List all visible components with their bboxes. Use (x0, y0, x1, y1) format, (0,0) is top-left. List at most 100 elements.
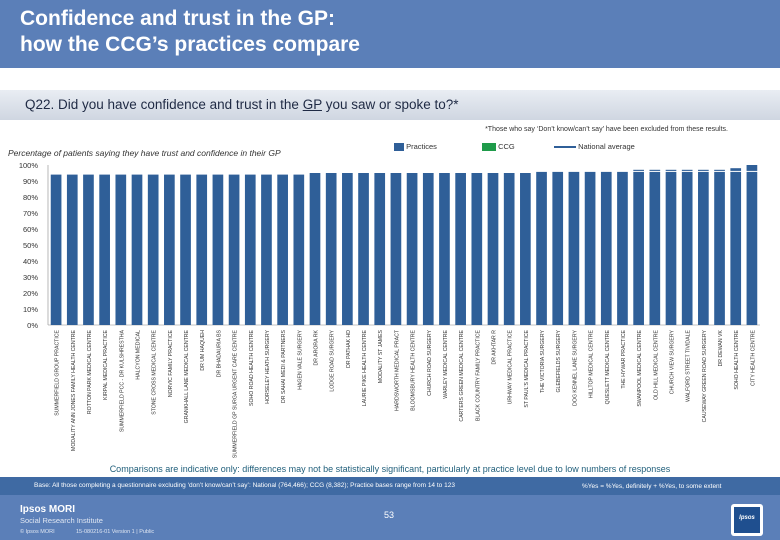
bar (164, 174, 175, 325)
bar (406, 173, 418, 325)
y-tick-label: 60% (23, 225, 38, 234)
exclusion-footnote: *Those who say ‘Don’t know/can’t say’ ha… (485, 126, 728, 133)
x-tick-label: HORSELEY HEATH SURGERY (265, 329, 271, 403)
bar (212, 174, 224, 325)
x-tick-label: SWANPOOL MEDICAL CENTRE (637, 329, 643, 406)
x-tick-label: DR UM HAQUEH (200, 330, 206, 371)
bar (568, 171, 580, 325)
bar (244, 174, 256, 325)
bar (633, 169, 644, 325)
question-underlined: GP (302, 97, 322, 112)
title-line-2: how the CCG’s practices compare (20, 33, 360, 56)
bar (147, 174, 159, 325)
x-tick-label: STONE CROSS MEDICAL CENTRE (152, 329, 158, 414)
legend-ccg: CCG (482, 142, 515, 152)
x-tick-label: OLD HILL MEDICAL CENTRE (653, 329, 659, 399)
base-bar: Base: All those completing a questionnai… (0, 477, 780, 495)
x-tick-label: NORVIC FAMILY PRACTICE (168, 329, 174, 397)
x-tick-label: URHWAY MEDICAL PRACTICE (508, 329, 514, 404)
x-tick-label: HAGEN VALE SURGERY (297, 329, 303, 389)
y-tick-label: 20% (23, 289, 38, 298)
x-tick-label: SOHO ROAD HEALTH CENTRE (249, 329, 255, 406)
x-tick-label: SUMMERFIELD GROUP PRACTICE (55, 329, 61, 415)
legend-ccg-swatch (482, 143, 496, 152)
bar (552, 171, 564, 325)
bar (228, 174, 240, 325)
legend-practices-swatch (394, 143, 404, 152)
x-tick-label: SUMMERFIELD PCC - DR KULSHRESTHA (119, 329, 125, 432)
y-tick-label: 90% (23, 177, 38, 186)
bar (374, 173, 386, 325)
x-tick-label: ST PAUL'S MEDICAL PRACTICE (524, 329, 530, 407)
bar (649, 169, 661, 325)
y-tick-label: 30% (23, 273, 38, 282)
x-tick-label: MODALITY ST JAMES (378, 329, 384, 383)
bar (698, 169, 709, 325)
x-tick-label: DR BHADAURIA BS (216, 329, 222, 377)
x-tick-label: DOG KENNEL LANE SURGERY (572, 329, 578, 405)
yes-definition: %Yes = %Yes, definitely + %Yes, to some … (582, 483, 722, 490)
bar (66, 174, 78, 325)
question-suffix: you saw or spoke to?* (321, 97, 459, 112)
x-tick-label: CHURCH VIEW SURGERY (670, 329, 676, 394)
x-tick-label: GLEBEFIELDS SURGERY (556, 329, 562, 392)
x-tick-label: THE HYWAR PRACTICE (621, 329, 627, 388)
y-tick-label: 0% (27, 321, 38, 330)
x-tick-label: HALCYON MEDICAL (136, 330, 142, 380)
y-tick-label: 70% (23, 209, 38, 218)
question-prefix: Q22. Did you have confidence and trust i… (25, 97, 303, 112)
brand-name: Ipsos MORI (20, 504, 76, 515)
bar (83, 174, 94, 325)
x-tick-label: BLACK COUNTRY FAMILY PRACTICE (475, 329, 481, 421)
x-tick-label: HILLTOP MEDICAL CENTRE (589, 329, 595, 398)
x-tick-label: SOHO HEALTH CENTRE (734, 329, 740, 389)
x-tick-label: MODALITY ANN JONES FAMILY HEALTH CENTRE (71, 329, 77, 451)
bar (714, 169, 725, 325)
bar (115, 174, 127, 325)
bar (439, 173, 450, 325)
x-tick-label: BLOOMSBURY HEALTH CENTRE (411, 329, 417, 410)
bar (196, 174, 208, 325)
page-title: Confidence and trust in the GP: how the … (20, 6, 620, 58)
bar (617, 171, 628, 325)
y-tick-label: 40% (23, 257, 38, 266)
x-tick-label: KIRPAL MEDICAL PRACTICE (103, 329, 109, 399)
bar (520, 173, 531, 325)
x-tick-label: WALFORD STREET TIVIDALE (686, 329, 692, 402)
x-tick-label: DR ARORA RK (314, 329, 320, 365)
bar (600, 171, 612, 325)
x-tick-label: WARLEY MEDICAL CENTRE (443, 329, 449, 398)
bar (180, 174, 191, 325)
x-tick-label: CARTERS GREEN MEDICAL CENTRE (459, 329, 465, 421)
x-tick-label: DR AKHTAR R (492, 330, 498, 365)
chart-subtitle: Percentage of patients saying they have … (8, 148, 281, 158)
footer-bar: Ipsos MORI Social Research Institute © I… (0, 495, 780, 540)
header-bar: Confidence and trust in the GP: how the … (0, 0, 780, 68)
x-tick-label: CHURCH ROAD SURGERY (427, 329, 433, 395)
bar (503, 173, 515, 325)
bar (277, 174, 288, 325)
bar (487, 173, 499, 325)
bar (536, 171, 547, 325)
legend-national-label: National average (578, 142, 635, 151)
chart-legend: Practices CCG National average (394, 142, 734, 154)
bar (293, 174, 305, 325)
x-tick-label: DR DEWAN VK (718, 329, 724, 366)
question-text: Q22. Did you have confidence and trust i… (25, 97, 459, 112)
page-number: 53 (384, 510, 395, 520)
x-tick-label: DR SAHAI MEDI & PARTNERS (281, 329, 287, 403)
brand-division: Social Research Institute (20, 516, 103, 525)
question-bar: Q22. Did you have confidence and trust i… (0, 90, 780, 120)
copyright: © Ipsos MORI (20, 529, 55, 535)
ipsos-logo-mark: Ipsos (734, 507, 760, 533)
bar-chart: 0% 10% 20% 30% 40% 50% 60% 70% 80% 90% 100% SUMMERF… (19, 161, 760, 458)
legend-practices: Practices (394, 142, 437, 152)
legend-ccg-label: CCG (498, 142, 515, 151)
x-tick-label: LAURIE PIKE HEALTH CENTRE (362, 329, 368, 406)
x-tick-label: LODGE ROAD SURGERY (330, 329, 336, 391)
base-note: Base: All those completing a questionnai… (34, 482, 455, 489)
title-line-1: Confidence and trust in the GP: (20, 7, 336, 30)
legend-practices-label: Practices (406, 142, 437, 151)
bar (471, 173, 483, 325)
